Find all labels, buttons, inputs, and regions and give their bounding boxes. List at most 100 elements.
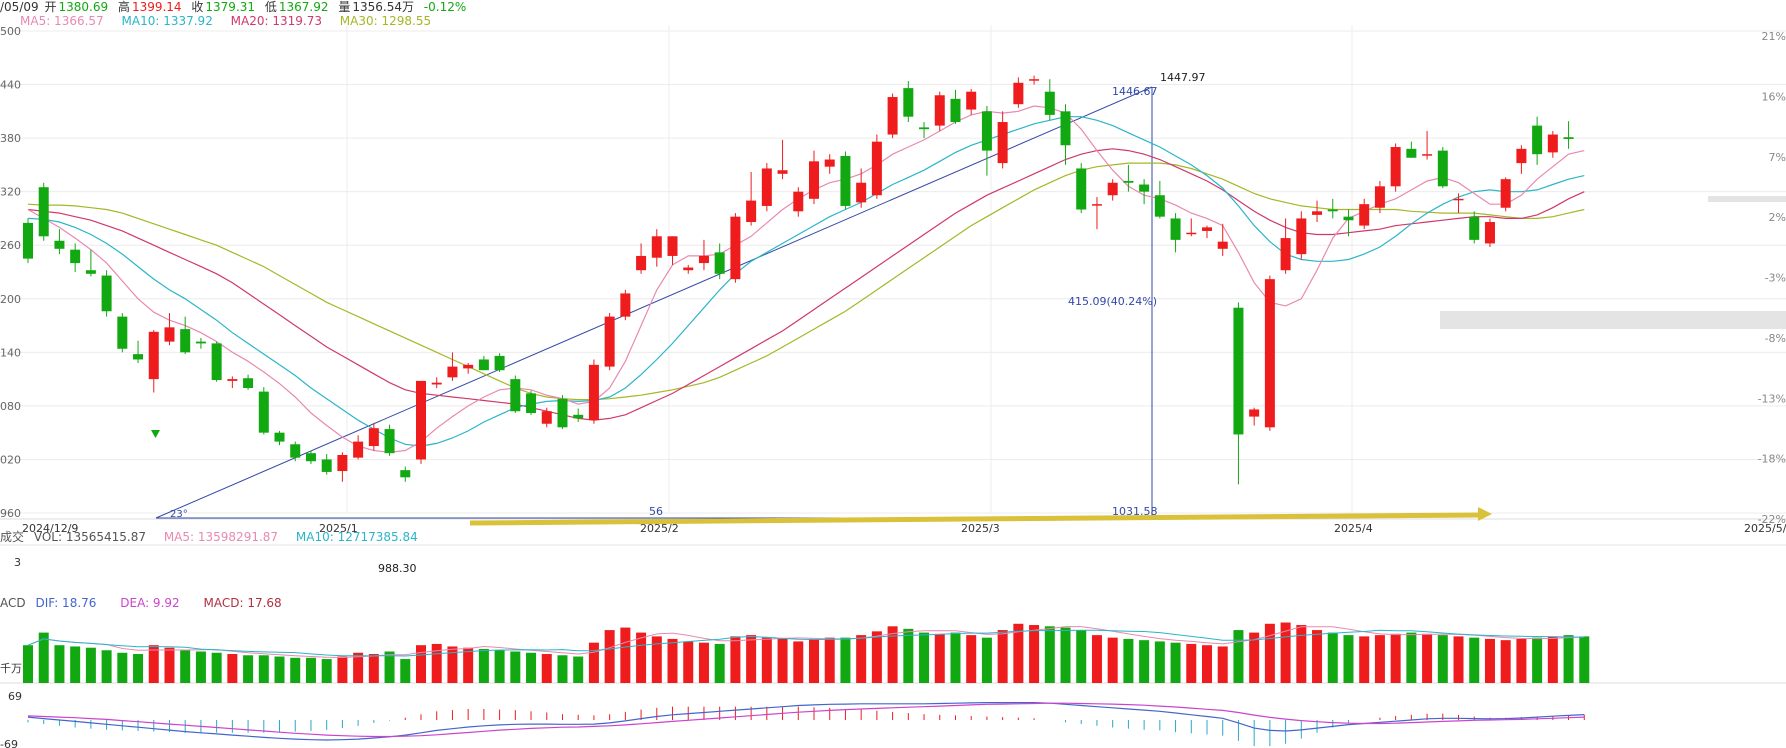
volume-bar bbox=[934, 633, 945, 683]
volume-bar bbox=[1579, 636, 1590, 683]
volume-bar bbox=[541, 654, 552, 683]
candle-body bbox=[856, 182, 867, 203]
candle-body bbox=[871, 141, 882, 196]
bar-count-label: 56 bbox=[649, 505, 663, 518]
close-value: 1379.31 bbox=[205, 0, 256, 14]
y-tick-label: 080 bbox=[0, 400, 21, 413]
candle-body bbox=[243, 378, 254, 389]
candle-body bbox=[809, 161, 819, 199]
volume-bar bbox=[1296, 625, 1307, 683]
vol-title: 成交 bbox=[0, 530, 25, 544]
high-value: 1399.14 bbox=[131, 0, 182, 14]
volume-bar bbox=[746, 635, 757, 683]
candle-body bbox=[1264, 279, 1275, 428]
candle-body bbox=[950, 98, 961, 123]
y-tick-label: 140 bbox=[0, 346, 21, 359]
candle-body bbox=[274, 432, 285, 442]
volume-bar bbox=[950, 632, 961, 683]
candle-body bbox=[840, 155, 851, 206]
candle-body bbox=[1280, 238, 1291, 271]
candle-body bbox=[195, 341, 206, 344]
candle-body bbox=[494, 355, 505, 371]
volume-bar bbox=[1437, 635, 1448, 683]
volume-bar bbox=[447, 646, 458, 683]
volume-bar bbox=[431, 643, 442, 683]
candle-body bbox=[290, 444, 301, 458]
volume-bar bbox=[777, 638, 788, 683]
volume-label: 量 bbox=[338, 0, 351, 14]
volume-bar bbox=[1280, 622, 1291, 683]
candle-body bbox=[1453, 198, 1464, 201]
candle-body bbox=[54, 240, 65, 249]
candle-body bbox=[1406, 148, 1417, 158]
y-tick-label: 260 bbox=[0, 239, 21, 252]
candle-body bbox=[667, 236, 678, 256]
candle-body bbox=[1029, 79, 1040, 81]
volume-bar bbox=[227, 654, 238, 683]
candle-body bbox=[447, 366, 458, 378]
volume-bar bbox=[919, 632, 930, 683]
candle-body bbox=[1390, 147, 1401, 187]
open-value: 1380.69 bbox=[58, 0, 109, 14]
arrow-shaft bbox=[469, 512, 1481, 526]
vol-ma10: MA10: 12717385.84 bbox=[295, 530, 418, 544]
volume-bar bbox=[1484, 638, 1495, 683]
volume-bar bbox=[258, 655, 269, 683]
candle-body bbox=[746, 200, 757, 223]
candle-body bbox=[384, 429, 395, 454]
candle-body bbox=[321, 459, 332, 472]
volume-bar bbox=[651, 636, 662, 683]
pct-tick-label: 7% bbox=[1769, 151, 1786, 164]
ma20-legend: MA20: 1319.73 bbox=[230, 14, 322, 28]
candle-body bbox=[761, 168, 772, 206]
volume-bar bbox=[1123, 638, 1134, 683]
volume-bar bbox=[1217, 646, 1228, 683]
trend-price-label: 1446.67 bbox=[1112, 85, 1158, 98]
candle-body bbox=[1563, 137, 1574, 140]
candle-body bbox=[1422, 154, 1433, 156]
volume-bar bbox=[1249, 632, 1260, 683]
candle-body bbox=[148, 331, 159, 380]
volume-value: 1356.54万 bbox=[352, 0, 414, 14]
candle-body bbox=[1013, 82, 1024, 105]
volume-bar bbox=[1029, 625, 1040, 683]
ohlc-header: /05/09 开 1380.69 高 1399.14 收 1379.31 低 1367.… bbox=[0, 0, 472, 14]
pct-tick-label: 21% bbox=[1762, 30, 1786, 43]
volume-bar bbox=[23, 645, 33, 683]
high-label: 高 bbox=[117, 0, 130, 14]
volume-bar bbox=[353, 652, 364, 683]
volume-bar bbox=[1233, 630, 1244, 683]
volume-bar bbox=[1013, 623, 1024, 683]
candle-body bbox=[1516, 148, 1527, 164]
candle-body bbox=[1154, 195, 1165, 217]
candle-body bbox=[573, 414, 584, 419]
candle-body bbox=[1060, 111, 1071, 146]
candle-body bbox=[1437, 150, 1448, 187]
volume-bar bbox=[1422, 633, 1433, 683]
volume-bar bbox=[1264, 623, 1275, 683]
volume-bar bbox=[1060, 627, 1071, 683]
volume-bar bbox=[1170, 642, 1181, 683]
pct-tick-label: -18% bbox=[1758, 453, 1786, 466]
candle-body bbox=[337, 454, 348, 472]
volume-bar bbox=[54, 645, 65, 683]
ma10-line bbox=[27, 116, 1585, 447]
candle-body bbox=[431, 382, 442, 385]
macd-top-label: 69 bbox=[8, 690, 22, 703]
volume-bar bbox=[1390, 633, 1401, 683]
candle-body bbox=[1500, 179, 1511, 208]
candle-body bbox=[966, 91, 977, 110]
volume-bar bbox=[1327, 632, 1338, 683]
candle-body bbox=[541, 411, 552, 424]
volume-bar bbox=[1563, 635, 1574, 683]
volume-bar bbox=[400, 659, 411, 683]
volume-bar bbox=[714, 643, 725, 683]
candle-body bbox=[1249, 409, 1260, 417]
volume-bar bbox=[730, 636, 741, 683]
pct-tick-label: -13% bbox=[1758, 392, 1786, 405]
candle-body bbox=[1359, 204, 1370, 226]
candle-body bbox=[1327, 209, 1338, 212]
vol-unit-label: 千万 bbox=[0, 662, 22, 675]
candle-body bbox=[1044, 91, 1055, 115]
